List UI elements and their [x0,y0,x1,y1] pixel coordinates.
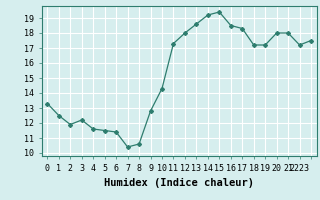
X-axis label: Humidex (Indice chaleur): Humidex (Indice chaleur) [104,178,254,188]
